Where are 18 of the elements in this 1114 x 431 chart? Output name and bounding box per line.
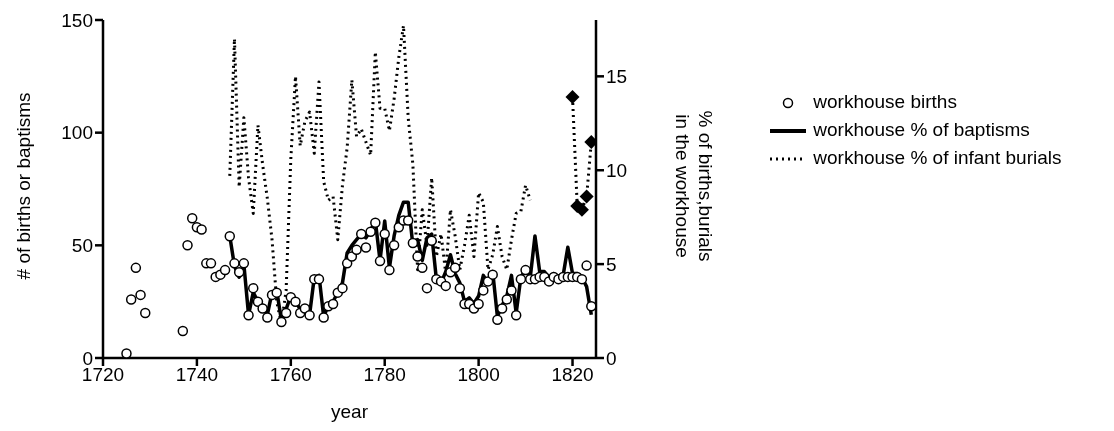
y-tick-label: 50	[71, 235, 93, 257]
x-tick-label: 1780	[363, 364, 406, 386]
y-axis-title: # of births or baptisms	[13, 92, 34, 280]
x-axis-title: year	[331, 401, 369, 422]
legend-label: workhouse % of baptisms	[813, 119, 1030, 140]
y2-tick-label: 15	[606, 66, 628, 88]
y2-tick-label: 10	[606, 159, 628, 181]
x-tick-label: 1740	[175, 364, 219, 386]
x-tick-label: 1760	[269, 364, 312, 386]
y-tick-label: 100	[61, 122, 93, 144]
x-tick-label: 1800	[457, 364, 500, 386]
legend-label: workhouse % of infant burials	[813, 147, 1062, 168]
y2-tick-label: 0	[606, 347, 617, 369]
x-tick-label: 1820	[551, 364, 594, 386]
y-tick-label: 150	[61, 9, 93, 31]
y2-tick-label: 5	[606, 253, 617, 275]
y2-axis-title: % of births,burials in the workhouse	[672, 110, 716, 262]
legend-label: workhouse births	[813, 91, 957, 112]
